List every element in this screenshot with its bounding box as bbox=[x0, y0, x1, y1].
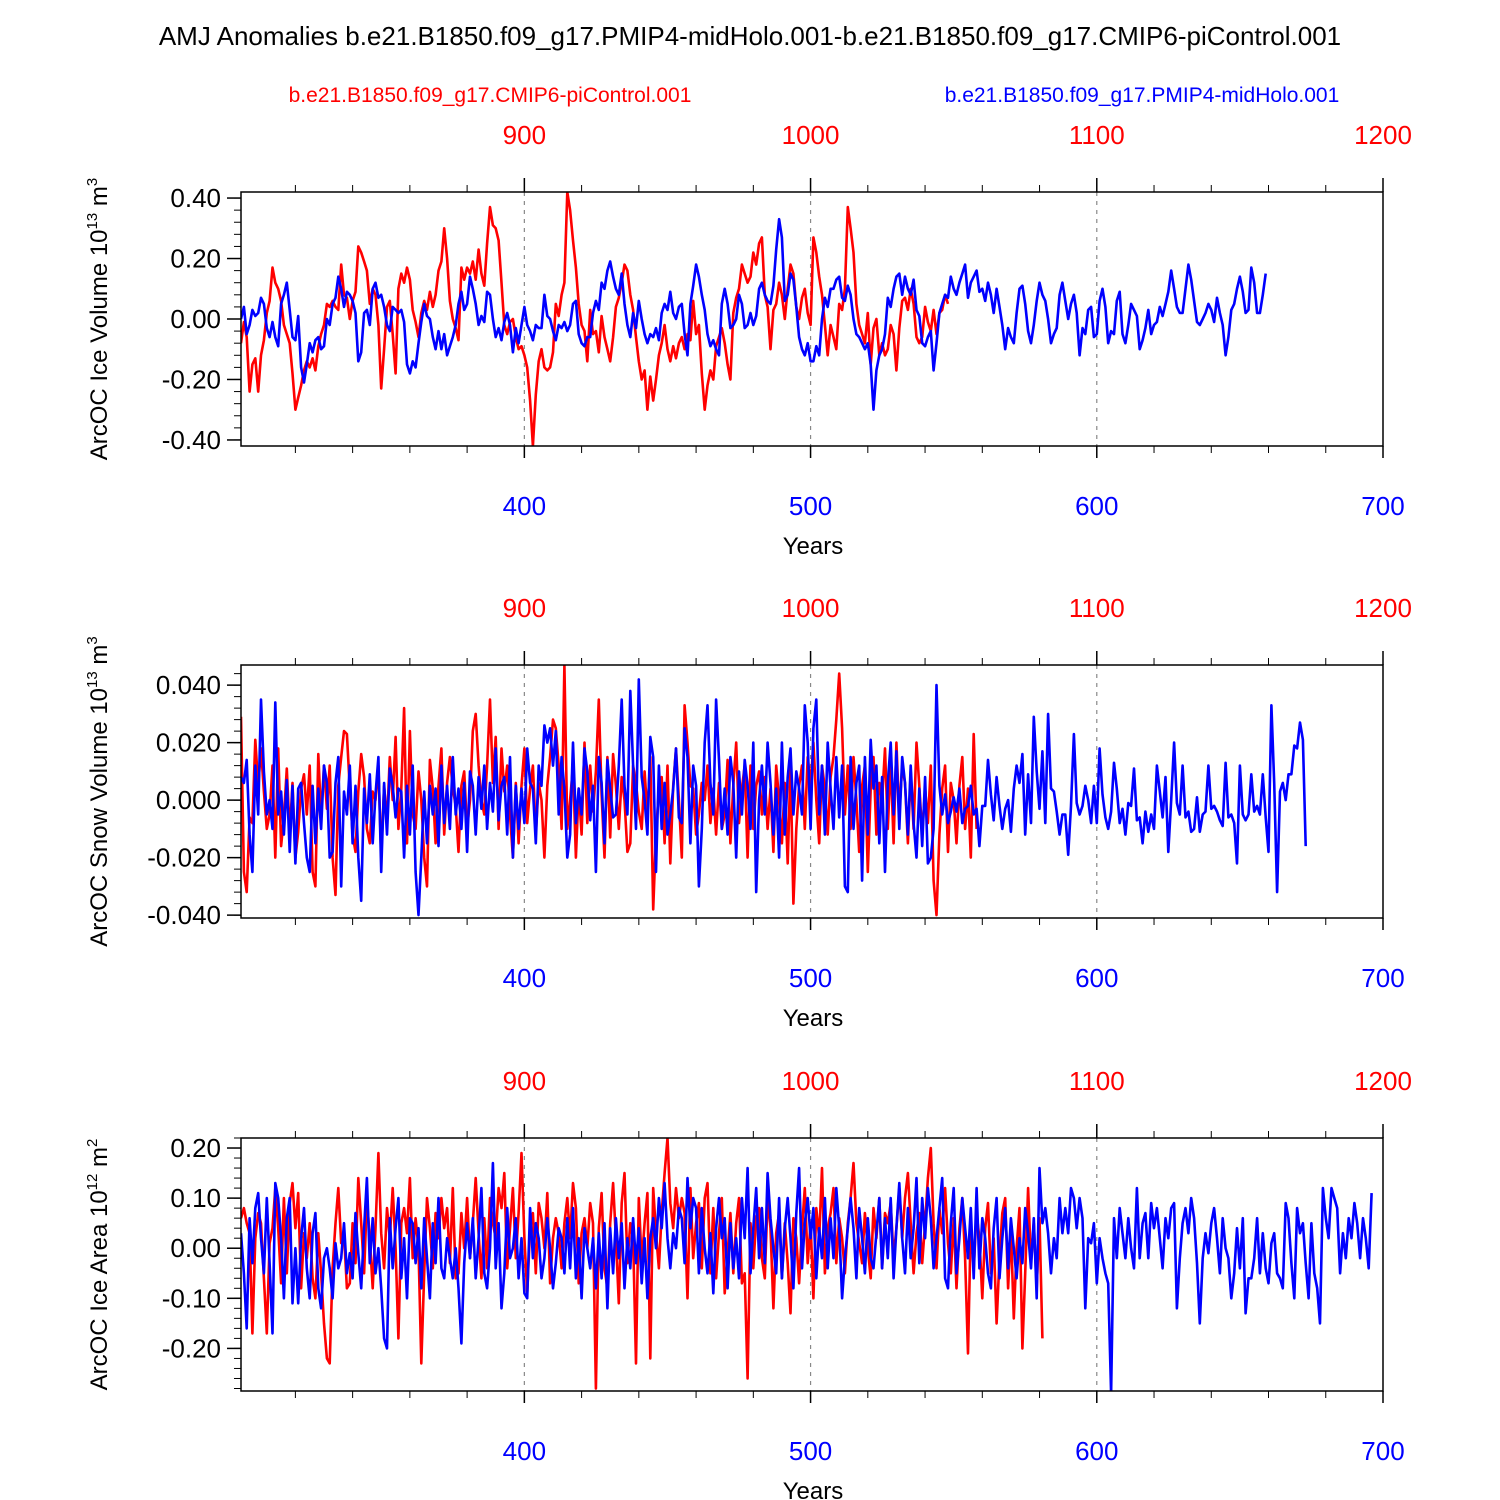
y-tick-label: 0.00 bbox=[170, 1233, 221, 1263]
series-line-midholo bbox=[241, 1161, 1373, 1391]
x-bottom-tick-label: 500 bbox=[789, 963, 832, 993]
y-axis-label-unit-exponent: 2 bbox=[84, 1139, 101, 1147]
x-top-tick-label: 1100 bbox=[1069, 120, 1125, 150]
x-axis-label: Years bbox=[783, 1005, 844, 1032]
y-axis-label: ArcOC Ice Volume 1013 m3 bbox=[84, 178, 113, 460]
y-tick-label: 0.20 bbox=[170, 244, 221, 274]
y-axis-label-exponent: 13 bbox=[84, 213, 101, 230]
series-line-picontrol bbox=[241, 665, 978, 917]
y-axis-label: ArcOC Snow Volume 1013 m3 bbox=[84, 636, 113, 947]
panels-group: 0.40 0.20 0.00 -0.20 -0.40 400 500 600 700 Years 9… bbox=[84, 120, 1412, 1500]
x-top-tick-label: 1100 bbox=[1069, 1066, 1125, 1096]
x-top-tick-label: 1000 bbox=[782, 593, 840, 623]
y-axis-label-unit: m bbox=[86, 186, 113, 213]
y-axis-label-unit-exponent: 3 bbox=[84, 636, 101, 644]
y-axis-label: ArcOC Ice Area 1012 m2 bbox=[84, 1139, 113, 1391]
y-axis-label-unit: m bbox=[86, 645, 113, 672]
y-axis-label-unit: m bbox=[86, 1147, 113, 1174]
y-tick-label: -0.20 bbox=[162, 1333, 221, 1363]
x-bottom-tick-label: 500 bbox=[789, 491, 832, 521]
plot-frame bbox=[240, 664, 1384, 919]
plot-frame bbox=[240, 1137, 1384, 1392]
y-tick-label: -0.20 bbox=[162, 364, 221, 394]
y-tick-label: -0.020 bbox=[147, 843, 221, 873]
x-bottom-tick-label: 500 bbox=[789, 1436, 832, 1466]
panel-snow-volume: 0.040 0.020 0.000 -0.020 -0.040 400 500 600 700 Y… bbox=[84, 593, 1412, 1032]
x-top-tick-label: 900 bbox=[503, 593, 546, 623]
chart-title: AMJ Anomalies b.e21.B1850.f09_g17.PMIP4-… bbox=[159, 21, 1341, 51]
y-axis-label-text: ArcOC Ice Volume 10 bbox=[86, 229, 113, 460]
x-top-tick-label: 1200 bbox=[1354, 1066, 1412, 1096]
x-top-tick-label: 1000 bbox=[782, 1066, 840, 1096]
y-tick-label: 0.20 bbox=[170, 1133, 221, 1163]
x-top-tick-label: 900 bbox=[503, 120, 546, 150]
x-axis-label: Years bbox=[783, 533, 844, 560]
y-axis-label-unit-exponent: 3 bbox=[84, 178, 101, 186]
series-line-picontrol bbox=[241, 192, 950, 446]
y-tick-label: 0.040 bbox=[156, 670, 221, 700]
series-line-midholo bbox=[241, 217, 1267, 412]
x-bottom-tick-label: 700 bbox=[1361, 491, 1404, 521]
y-tick-label: -0.040 bbox=[147, 900, 221, 930]
series-line-midholo bbox=[241, 678, 1307, 917]
x-bottom-tick-label: 700 bbox=[1361, 963, 1404, 993]
y-axis-label-text: ArcOC Snow Volume 10 bbox=[86, 688, 113, 947]
x-bottom-tick-label: 600 bbox=[1075, 963, 1118, 993]
y-tick-label: 0.020 bbox=[156, 728, 221, 758]
x-top-tick-label: 1200 bbox=[1354, 120, 1412, 150]
legend-midholo: b.e21.B1850.f09_g17.PMIP4-midHolo.001 bbox=[945, 84, 1340, 107]
x-axis-label: Years bbox=[783, 1478, 844, 1500]
y-tick-label: 0.000 bbox=[156, 785, 221, 815]
y-tick-label: 0.00 bbox=[170, 304, 221, 334]
x-top-tick-label: 900 bbox=[503, 1066, 546, 1096]
y-axis-label-exponent: 13 bbox=[84, 671, 101, 688]
legend-picontrol: b.e21.B1850.f09_g17.CMIP6-piControl.001 bbox=[289, 84, 692, 107]
x-top-tick-label: 1000 bbox=[782, 120, 840, 150]
x-bottom-tick-label: 700 bbox=[1361, 1436, 1404, 1466]
x-bottom-tick-label: 400 bbox=[503, 1436, 546, 1466]
x-bottom-tick-label: 400 bbox=[503, 491, 546, 521]
x-top-tick-label: 1200 bbox=[1354, 593, 1412, 623]
panel-ice-volume: 0.40 0.20 0.00 -0.20 -0.40 400 500 600 700 Years 9… bbox=[84, 120, 1412, 560]
y-tick-label: 0.40 bbox=[170, 183, 221, 213]
y-axis-label-exponent: 12 bbox=[84, 1174, 101, 1191]
x-bottom-tick-label: 400 bbox=[503, 963, 546, 993]
x-bottom-tick-label: 600 bbox=[1075, 491, 1118, 521]
x-bottom-tick-label: 600 bbox=[1075, 1436, 1118, 1466]
x-top-tick-label: 1100 bbox=[1069, 593, 1125, 623]
y-tick-label: -0.40 bbox=[162, 425, 221, 455]
y-axis-label-text: ArcOC Ice Area 10 bbox=[86, 1190, 113, 1390]
panel-ice-area: 0.20 0.10 0.00 -0.10 -0.20 400 500 600 700 Years 9… bbox=[84, 1066, 1412, 1500]
y-tick-label: -0.10 bbox=[162, 1283, 221, 1313]
y-tick-label: 0.10 bbox=[170, 1183, 221, 1213]
